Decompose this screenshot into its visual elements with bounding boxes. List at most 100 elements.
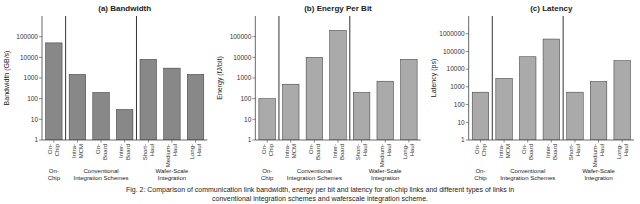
y-tick-label: 1000000: [439, 30, 465, 37]
label-line: Integration Schemes: [74, 175, 129, 181]
label-line: On-: [49, 168, 59, 174]
x-tick: [77, 140, 78, 143]
bar: [306, 57, 323, 140]
label-line: Board: [102, 144, 108, 160]
bar: [401, 59, 418, 140]
y-tick: [466, 86, 469, 87]
x-tick-label: On-Chip: [47, 143, 60, 156]
y-tick: [39, 36, 42, 37]
label-line: Board: [528, 144, 534, 160]
label-line: Medium-: [379, 144, 385, 167]
x-tick-label: Intra-MCM: [498, 144, 511, 158]
x-tick-label: Short-Haul: [355, 144, 368, 160]
label-line: Wafer-Scale: [369, 168, 402, 174]
caption: conventional integration schemes and waf…: [212, 195, 428, 203]
y-tick: [252, 78, 255, 79]
x-tick: [101, 140, 102, 143]
y-tick: [39, 98, 42, 99]
label-line: Wafer-Scale: [156, 168, 189, 174]
x-tick-label: Long-Haul: [616, 144, 629, 159]
label-line: Integration: [584, 175, 612, 181]
group-separator: [136, 16, 137, 140]
x-tick-label: Intra-MCM: [71, 144, 84, 158]
y-tick: [466, 69, 469, 70]
y-tick: [466, 104, 469, 105]
label-line: Wafer-Scale: [582, 168, 615, 174]
label-line: On-: [308, 144, 314, 154]
label-line: Inter-: [545, 144, 551, 158]
y-tick-label: 10000: [233, 54, 251, 61]
panel: (a) BandwidthBandwidth (GB/s)11010010001…: [3, 4, 207, 181]
y-tick-label: 100000: [443, 48, 465, 55]
panel: (c) LatencyLatency (ps)11010010001000010…: [430, 4, 634, 181]
group-separator: [492, 16, 493, 140]
bar: [69, 74, 86, 140]
label-line: Intra-: [71, 144, 77, 158]
bar: [187, 74, 204, 140]
bar: [496, 78, 513, 140]
label-line: Haul: [362, 144, 368, 156]
x-tick-label: Medium-Haul: [165, 144, 178, 167]
label-line: Chip: [474, 175, 487, 181]
caption: Fig. 2: Comparison of communication link…: [126, 186, 514, 194]
y-tick: [466, 51, 469, 52]
y-tick: [39, 78, 42, 79]
group-separator: [65, 16, 66, 140]
label-line: Chip: [481, 143, 487, 156]
x-tick-label: On-Board: [521, 144, 534, 160]
group-separator: [563, 16, 564, 140]
group-separator: [349, 16, 350, 140]
label-line: Board: [315, 144, 321, 160]
label-line: Haul: [196, 144, 202, 156]
bars: [46, 43, 204, 140]
y-tick: [39, 119, 42, 120]
group-label: ConventionalIntegration Schemes: [74, 168, 129, 181]
x-tick-label: Long-Haul: [189, 144, 202, 159]
label-line: Medium-: [592, 144, 598, 167]
label-line: On-: [261, 144, 267, 154]
bar: [116, 109, 133, 140]
group-label: On-Chip: [474, 168, 487, 181]
y-axis-label: Latency (ps): [430, 59, 438, 98]
label-line: Board: [125, 144, 131, 160]
y-tick-label: 100: [240, 95, 251, 102]
x-tick: [314, 140, 315, 143]
label-line: Short-: [568, 144, 574, 160]
y-tick: [466, 122, 469, 123]
group-label: ConventionalIntegration Schemes: [287, 168, 342, 181]
y-tick-label: 1: [34, 136, 38, 143]
x-tick: [574, 140, 575, 143]
label-line: Haul: [575, 144, 581, 156]
title: (a) Bandwidth: [98, 4, 151, 13]
label-line: Haul: [386, 144, 392, 156]
y-axis-label: Energy (fJ/bit): [216, 56, 224, 100]
y-tick-label: 1000: [237, 74, 252, 81]
bars: [259, 30, 417, 140]
x-tick-label: Inter-Board: [118, 144, 131, 160]
title: (b) Energy Per Bit: [304, 4, 372, 13]
y-tick-label: 100: [454, 101, 465, 108]
y-tick-label: 1: [461, 136, 465, 143]
y-tick: [252, 98, 255, 99]
label-line: Long-: [402, 144, 408, 159]
label-line: On-: [521, 144, 527, 154]
bar: [472, 92, 489, 140]
y-tick: [39, 140, 42, 141]
y-axis-line: [468, 16, 469, 140]
label-line: Conventional: [510, 168, 545, 174]
group-label: ConventionalIntegration Schemes: [500, 168, 555, 181]
bar: [614, 61, 631, 140]
x-tick: [338, 140, 339, 143]
y-tick-label: 1000: [450, 83, 465, 90]
label-line: Board: [552, 144, 558, 160]
x-tick: [385, 140, 386, 143]
label-line: Short-: [142, 144, 148, 160]
label-line: Inter-: [332, 144, 338, 158]
group-label: Wafer-ScaleIntegration: [369, 168, 402, 181]
y-tick: [252, 119, 255, 120]
x-tick: [361, 140, 362, 143]
group-label: Wafer-ScaleIntegration: [156, 168, 189, 181]
x-tick: [171, 140, 172, 143]
x-tick: [408, 140, 409, 143]
bars: [472, 39, 630, 140]
